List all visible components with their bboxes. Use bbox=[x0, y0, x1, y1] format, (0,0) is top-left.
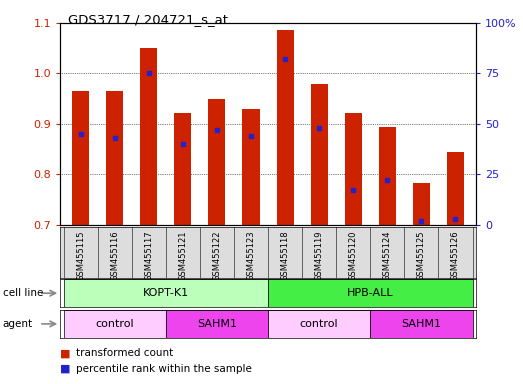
Text: agent: agent bbox=[3, 319, 33, 329]
Text: GSM455116: GSM455116 bbox=[110, 231, 119, 281]
Text: control: control bbox=[300, 319, 338, 329]
Bar bbox=[243, 109, 259, 225]
Bar bbox=[64, 310, 166, 338]
Bar bbox=[345, 113, 362, 225]
Bar bbox=[277, 30, 293, 225]
Bar bbox=[64, 279, 268, 307]
Bar bbox=[208, 99, 225, 225]
Text: ■: ■ bbox=[60, 348, 71, 358]
Text: SAHM1: SAHM1 bbox=[401, 319, 441, 329]
Bar bbox=[379, 127, 396, 225]
Text: GSM455118: GSM455118 bbox=[280, 231, 290, 281]
Bar bbox=[268, 310, 370, 338]
Text: GSM455123: GSM455123 bbox=[246, 231, 256, 281]
Text: percentile rank within the sample: percentile rank within the sample bbox=[76, 364, 252, 374]
Text: GSM455117: GSM455117 bbox=[144, 231, 153, 281]
Bar bbox=[311, 84, 328, 225]
Text: GSM455126: GSM455126 bbox=[451, 231, 460, 281]
Bar bbox=[447, 152, 464, 225]
Bar bbox=[106, 91, 123, 225]
Text: SAHM1: SAHM1 bbox=[197, 319, 237, 329]
Bar bbox=[268, 279, 472, 307]
Text: KOPT-K1: KOPT-K1 bbox=[143, 288, 189, 298]
Text: GSM455122: GSM455122 bbox=[212, 231, 221, 281]
Text: cell line: cell line bbox=[3, 288, 43, 298]
Bar bbox=[174, 113, 191, 225]
Text: GSM455121: GSM455121 bbox=[178, 231, 187, 281]
Bar bbox=[413, 183, 430, 225]
Text: ■: ■ bbox=[60, 364, 71, 374]
Text: control: control bbox=[95, 319, 134, 329]
Bar bbox=[140, 48, 157, 225]
Text: HPB-ALL: HPB-ALL bbox=[347, 288, 394, 298]
Bar bbox=[370, 310, 472, 338]
Text: GSM455124: GSM455124 bbox=[383, 231, 392, 281]
Text: GSM455120: GSM455120 bbox=[349, 231, 358, 281]
Text: GSM455119: GSM455119 bbox=[315, 231, 324, 281]
Bar bbox=[72, 91, 89, 225]
Text: GDS3717 / 204721_s_at: GDS3717 / 204721_s_at bbox=[68, 13, 228, 26]
Bar bbox=[166, 310, 268, 338]
Text: GSM455125: GSM455125 bbox=[417, 231, 426, 281]
Text: GSM455115: GSM455115 bbox=[76, 231, 85, 281]
Text: transformed count: transformed count bbox=[76, 348, 173, 358]
